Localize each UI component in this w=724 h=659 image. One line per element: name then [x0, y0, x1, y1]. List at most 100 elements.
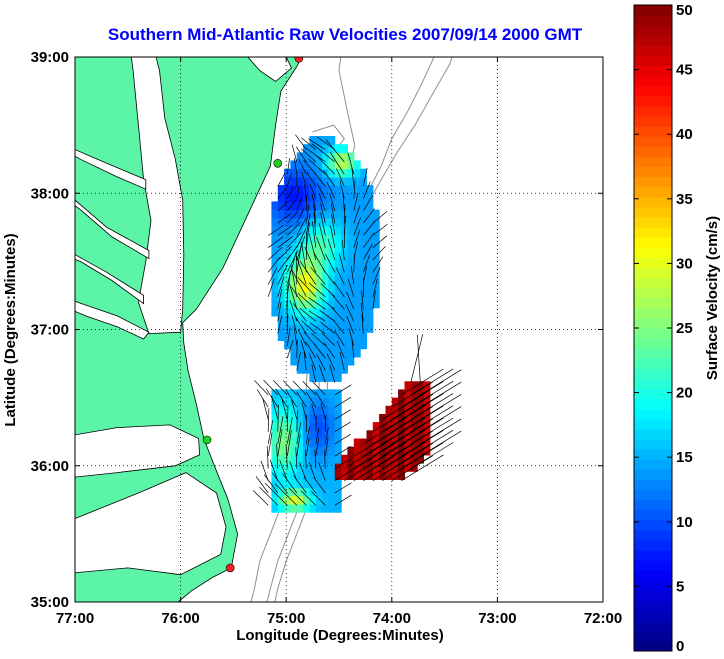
velocity-cell [379, 463, 386, 472]
velocity-cell [347, 275, 355, 284]
velocity-cell [334, 324, 342, 333]
velocity-cell [309, 168, 317, 178]
velocity-vector [372, 246, 386, 261]
velocity-cell [303, 185, 310, 194]
velocity-vector [267, 432, 273, 457]
velocity-cell [315, 201, 323, 211]
velocity-vector [347, 278, 355, 297]
colorbar-band [634, 368, 672, 379]
velocity-cell [303, 283, 310, 292]
velocity-cell [391, 471, 399, 480]
velocity-cell [341, 315, 348, 325]
velocity-cell [334, 397, 342, 407]
velocity-vector [255, 476, 269, 494]
chart-title: Southern Mid-Atlantic Raw Velocities 200… [108, 25, 583, 44]
velocity-cell [271, 430, 279, 440]
velocity-cell [315, 479, 323, 489]
colorbar-tick-label: 30 [676, 255, 693, 272]
velocity-vector [353, 430, 395, 457]
velocity-cell [284, 275, 291, 284]
velocity-cell [341, 291, 348, 301]
velocity-cell [315, 454, 323, 464]
velocity-cell [322, 397, 329, 407]
velocity-cell [296, 332, 304, 341]
velocity-vector [319, 297, 336, 310]
velocity-vector [297, 293, 317, 310]
velocity-cell [353, 168, 361, 178]
colorbar-band [634, 388, 672, 400]
velocity-cell [328, 299, 336, 309]
colorbar-band [634, 459, 672, 470]
velocity-cell [290, 348, 298, 358]
velocity-cell [410, 430, 418, 440]
velocity-vector [275, 388, 288, 408]
york-river [75, 254, 145, 305]
velocity-vector [269, 459, 279, 481]
velocity-vector [310, 267, 326, 285]
velocity-cell [341, 193, 348, 202]
velocity-cell [315, 193, 323, 202]
velocity-cell [410, 446, 418, 456]
velocity-cell [271, 422, 279, 431]
velocity-vector [401, 417, 444, 445]
velocity-cell [341, 160, 348, 170]
velocity-vector [280, 396, 288, 420]
velocity-vector [344, 454, 387, 481]
velocity-vector [391, 418, 434, 445]
velocity-cell [303, 397, 310, 407]
velocity-cell [341, 332, 348, 341]
velocity-cell [277, 307, 285, 317]
velocity-cell [391, 454, 399, 464]
velocity-cell [372, 454, 380, 464]
colorbar-band [634, 126, 672, 137]
velocity-cell [328, 422, 336, 431]
velocity-cell [315, 397, 323, 407]
velocity-vector [336, 168, 345, 187]
velocity-cell [271, 234, 279, 243]
velocity-cell [398, 430, 405, 440]
velocity-vector [303, 476, 317, 494]
velocity-vector [372, 290, 376, 310]
velocity-cell [277, 471, 285, 480]
velocity-vector [329, 151, 345, 175]
velocity-cell [315, 332, 323, 341]
velocity-cell [277, 217, 285, 227]
velocity-cell [303, 364, 310, 374]
velocity-cell [296, 397, 304, 407]
velocity-vector [410, 442, 454, 469]
velocity-cell [290, 356, 298, 366]
velocity-vector [291, 399, 298, 420]
velocity-cell [309, 463, 317, 472]
velocity-cell [366, 275, 374, 284]
velocity-cell [347, 340, 355, 350]
velocity-cell [360, 209, 367, 219]
velocity-vector [315, 391, 326, 408]
velocity-cell [353, 463, 361, 472]
velocity-cell [334, 234, 342, 243]
velocity-cell [334, 250, 342, 260]
velocity-cell [296, 405, 304, 415]
velocity-cell [410, 438, 418, 448]
velocity-vector [282, 380, 298, 396]
velocity-cell [296, 340, 304, 350]
velocity-cell [322, 266, 329, 276]
velocity-cell [334, 454, 342, 464]
velocity-vector [420, 369, 462, 396]
velocity-cell [360, 463, 367, 472]
velocity-cell [347, 160, 355, 170]
velocity-cell [353, 471, 361, 480]
velocity-vector [313, 343, 326, 359]
velocity-cell [353, 185, 361, 194]
velocity-vector [313, 171, 326, 187]
velocity-cell [309, 307, 317, 317]
velocity-cell [347, 176, 355, 186]
velocity-cell [328, 258, 336, 268]
velocity-cell [290, 487, 298, 497]
velocity-cell [328, 348, 336, 358]
velocity-vector [309, 183, 317, 199]
colorbar-band [634, 408, 672, 420]
velocity-cell [309, 356, 317, 366]
velocity-cell [334, 389, 342, 399]
velocity-cell [290, 283, 298, 292]
colorbar-band [634, 196, 672, 208]
